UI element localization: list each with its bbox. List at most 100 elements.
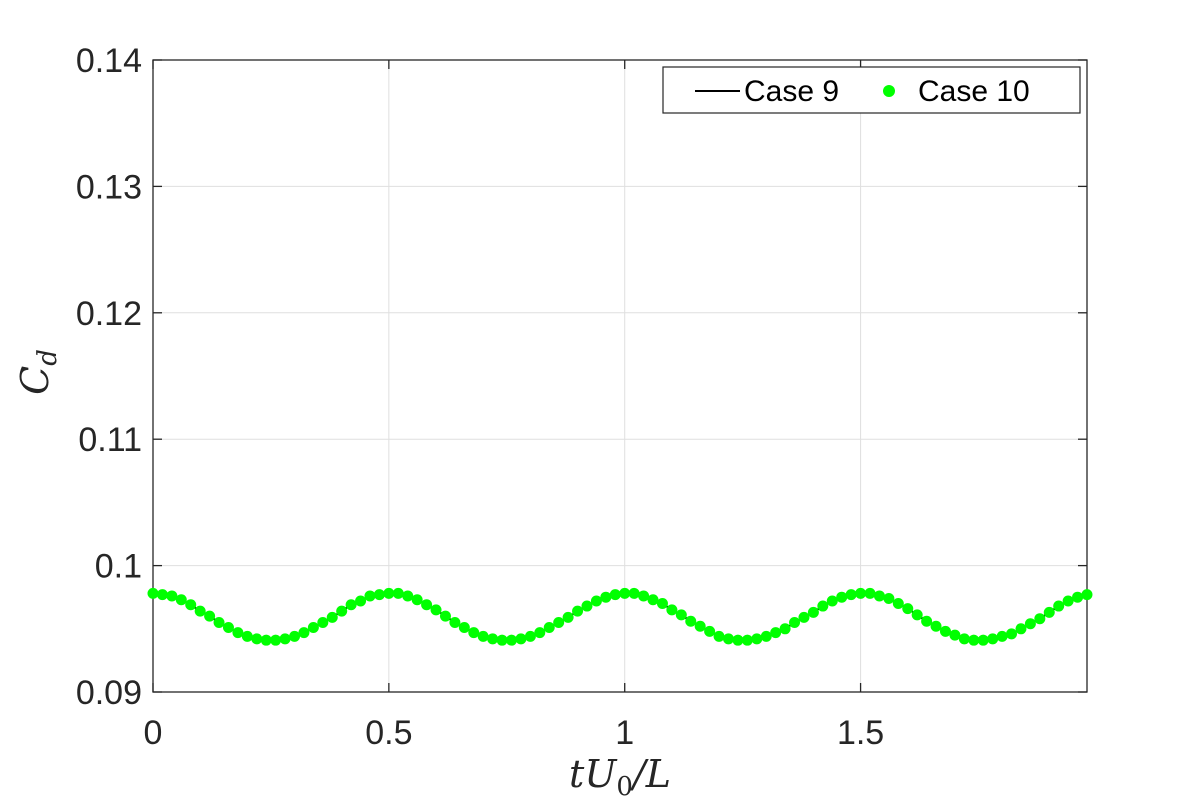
x-axis-label: tU0/L (569, 752, 671, 802)
data-point-case-10 (307, 622, 319, 634)
data-point-case-10 (713, 630, 725, 642)
data-point-case-10 (147, 587, 159, 599)
data-point-case-10 (996, 630, 1008, 642)
tick-labels: 0 0.5 1 1.5 0.09 0.1 0.11 0.12 0.13 0.14 (76, 42, 884, 752)
data-point-case-10 (647, 594, 659, 606)
data-point-case-10 (1081, 589, 1093, 601)
data-point-case-10 (411, 594, 423, 606)
data-point-case-10 (1006, 628, 1018, 640)
data-point-case-10 (987, 633, 999, 645)
y-axis-label-sub: d (33, 349, 63, 366)
data-point-case-10 (902, 603, 914, 615)
y-tick-label: 0.09 (76, 674, 142, 712)
data-point-case-10 (826, 595, 838, 607)
data-point-case-10 (543, 622, 555, 634)
data-point-case-10 (402, 590, 414, 602)
data-point-case-10 (770, 627, 782, 639)
data-point-case-10 (704, 625, 716, 637)
data-point-case-10 (581, 600, 593, 612)
legend-label-case-10: Case 10 (918, 75, 1030, 108)
series-layer (147, 587, 1093, 646)
data-point-case-10 (656, 598, 668, 610)
data-point-case-10 (939, 625, 951, 637)
data-point-case-10 (968, 634, 980, 646)
data-point-case-10 (883, 592, 895, 604)
data-point-case-10 (326, 611, 338, 623)
data-point-case-10 (1053, 600, 1065, 612)
data-point-case-10 (534, 627, 546, 639)
data-point-case-10 (685, 615, 697, 627)
plot-frame (152, 59, 1088, 693)
data-point-case-10 (383, 587, 395, 599)
data-point-case-10 (468, 627, 480, 639)
data-point-case-10 (175, 594, 187, 606)
data-point-case-10 (270, 634, 282, 646)
x-tick-label: 1.5 (837, 714, 884, 752)
data-point-case-10 (1062, 595, 1074, 607)
data-point-case-10 (232, 627, 244, 639)
data-point-case-10 (279, 633, 291, 645)
data-point-case-10 (317, 616, 329, 628)
data-point-case-10 (260, 634, 272, 646)
data-point-case-10 (204, 610, 216, 622)
data-point-case-10 (722, 633, 734, 645)
data-point-case-10 (1024, 618, 1036, 630)
data-point-case-10 (345, 599, 357, 611)
data-point-case-10 (487, 633, 499, 645)
data-point-case-10 (213, 616, 225, 628)
axis-ticks (152, 59, 1087, 693)
data-point-case-10 (807, 606, 819, 618)
data-point-case-10 (760, 630, 772, 642)
x-axis-label-sub: 0 (616, 772, 633, 802)
data-point-case-10 (477, 630, 489, 642)
data-point-case-10 (930, 620, 942, 632)
data-point-case-10 (779, 623, 791, 635)
data-point-case-10 (241, 630, 253, 642)
data-point-case-10 (751, 633, 763, 645)
data-point-case-10 (732, 634, 744, 646)
data-point-case-10 (156, 589, 168, 601)
data-point-case-10 (666, 604, 678, 616)
x-axis-label-base: tU (569, 752, 618, 796)
data-point-case-10 (590, 595, 602, 607)
data-point-case-10 (251, 633, 263, 645)
x-tick-label: 1 (615, 714, 634, 752)
data-point-case-10 (562, 611, 574, 623)
data-point-case-10 (449, 616, 461, 628)
data-point-case-10 (789, 616, 801, 628)
y-tick-label: 0.11 (78, 421, 142, 459)
data-point-case-10 (392, 587, 404, 599)
data-point-case-10 (336, 605, 348, 617)
x-tick-label: 0.5 (365, 714, 412, 752)
data-point-case-10 (458, 622, 470, 634)
data-point-case-10 (628, 587, 640, 599)
data-point-case-10 (524, 630, 536, 642)
data-point-case-10 (977, 634, 989, 646)
data-point-case-10 (355, 595, 367, 607)
data-point-case-10 (958, 633, 970, 645)
data-point-case-10 (373, 589, 385, 601)
data-point-case-10 (609, 589, 621, 601)
data-point-case-10 (921, 615, 933, 627)
y-tick-label: 0.14 (76, 42, 142, 80)
legend-swatch-case-10 (883, 85, 895, 97)
data-point-case-10 (855, 587, 867, 599)
data-point-case-10 (166, 590, 178, 602)
plot-background (153, 60, 1087, 692)
data-point-case-10 (864, 587, 876, 599)
y-tick-label: 0.12 (76, 295, 142, 333)
legend: Case 9 Case 10 (662, 66, 1081, 114)
data-point-case-10 (1072, 591, 1084, 603)
data-point-case-10 (572, 605, 584, 617)
y-axis-label: Cd (13, 349, 63, 395)
data-point-case-10 (298, 627, 310, 639)
data-point-case-10 (600, 591, 612, 603)
data-point-case-10 (185, 599, 197, 611)
data-point-case-10 (430, 604, 442, 616)
data-point-case-10 (1034, 613, 1046, 625)
data-point-case-10 (892, 598, 904, 610)
data-point-case-10 (364, 590, 376, 602)
data-point-case-10 (496, 634, 508, 646)
data-point-case-10 (289, 630, 301, 642)
